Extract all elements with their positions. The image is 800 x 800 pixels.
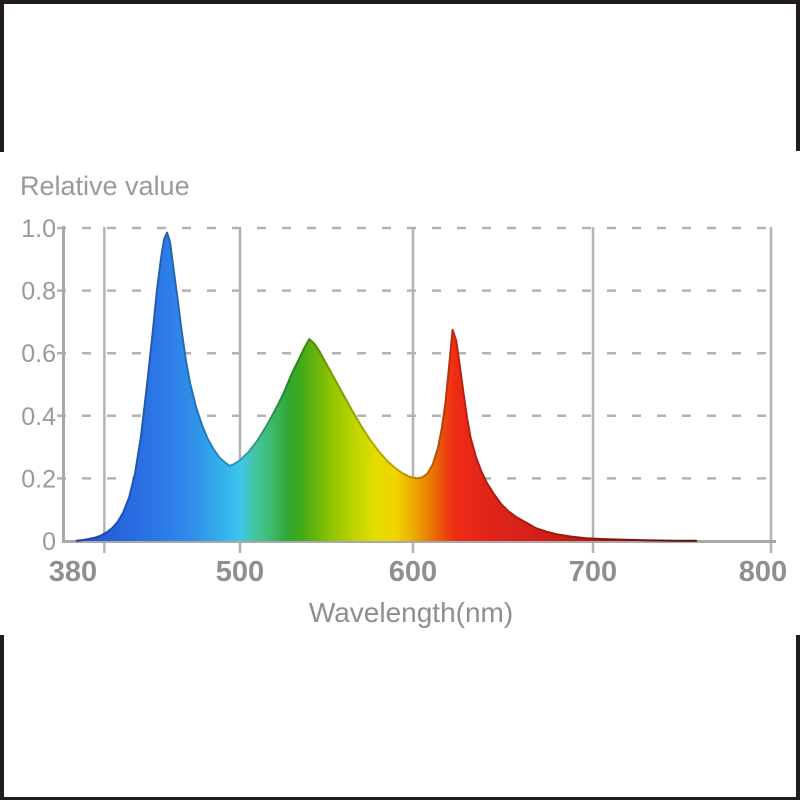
x-tick-labels: 380 500 600 700 800 [49, 556, 787, 588]
y-tick-label: 0.6 [21, 340, 56, 368]
x-axis-title: Wavelength(nm) [309, 597, 513, 628]
x-tick-label: 600 [389, 556, 437, 588]
frame-border-left-lower [0, 635, 4, 800]
y-tick-labels: 1.0 0.8 0.6 0.4 0.2 0 [21, 215, 56, 556]
gridlines [57, 226, 776, 553]
x-tick-label: 380 [49, 556, 97, 588]
x-tick-label: 800 [739, 556, 787, 588]
frame-border-bottom [0, 797, 800, 800]
chart-title: Relative value [20, 171, 190, 201]
y-tick-label: 0.2 [21, 465, 56, 493]
x-tick-label: 700 [569, 556, 617, 588]
frame-border-right-upper [796, 0, 800, 151]
y-tick-label: 1.0 [21, 215, 56, 243]
y-tick-label: 0 [42, 528, 56, 556]
y-tick-label: 0.8 [21, 278, 56, 306]
frame-border-top [0, 0, 800, 4]
frame-border-right-lower [796, 635, 800, 800]
spectrum-area [76, 232, 697, 541]
x-tick-label: 500 [216, 556, 264, 588]
spectrum-curve [75, 231, 698, 542]
frame-border-left-upper [0, 0, 4, 152]
y-tick-label: 0.4 [21, 403, 56, 431]
